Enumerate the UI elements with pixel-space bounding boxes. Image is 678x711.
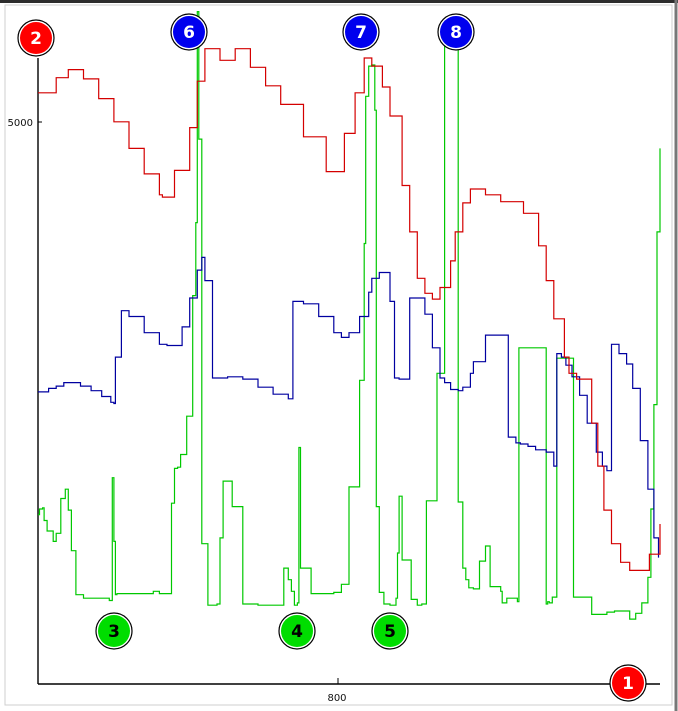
y-tick-label-5000: 5000 [8,118,33,129]
series-line-2 [38,256,660,558]
marker-6[interactable]: 6 [170,13,208,51]
series-line-3 [38,11,661,620]
marker-1[interactable]: 1 [609,664,647,702]
series-layer [38,11,661,620]
x-tick-label-800: 800 [327,693,346,704]
marker-4-badge [281,615,313,647]
marker-1-label: 1 [622,674,634,694]
axes: 5000 800 [8,58,660,704]
markers-layer: 1 2 3 4 5 [17,13,647,702]
marker-3-badge [98,615,130,647]
marker-6-badge [173,16,205,48]
marker-5[interactable]: 5 [371,612,409,650]
marker-5-label: 5 [384,622,396,642]
marker-7[interactable]: 7 [342,13,380,51]
marker-2-label: 2 [30,29,42,49]
marker-2-badge [20,22,52,54]
marker-8-label: 8 [450,23,462,43]
marker-7-label: 7 [355,23,367,43]
marker-5-badge [374,615,406,647]
marker-7-badge [345,16,377,48]
marker-8[interactable]: 8 [437,13,475,51]
marker-1-badge [612,667,644,699]
series-line-1 [38,48,661,571]
marker-3[interactable]: 3 [95,612,133,650]
marker-6-label: 6 [183,23,195,43]
marker-2[interactable]: 2 [17,19,55,57]
marker-4-label: 4 [291,622,303,642]
marker-4[interactable]: 4 [278,612,316,650]
frame-inner-panel [4,4,673,706]
marker-8-badge [440,16,472,48]
marker-3-label: 3 [108,622,120,642]
